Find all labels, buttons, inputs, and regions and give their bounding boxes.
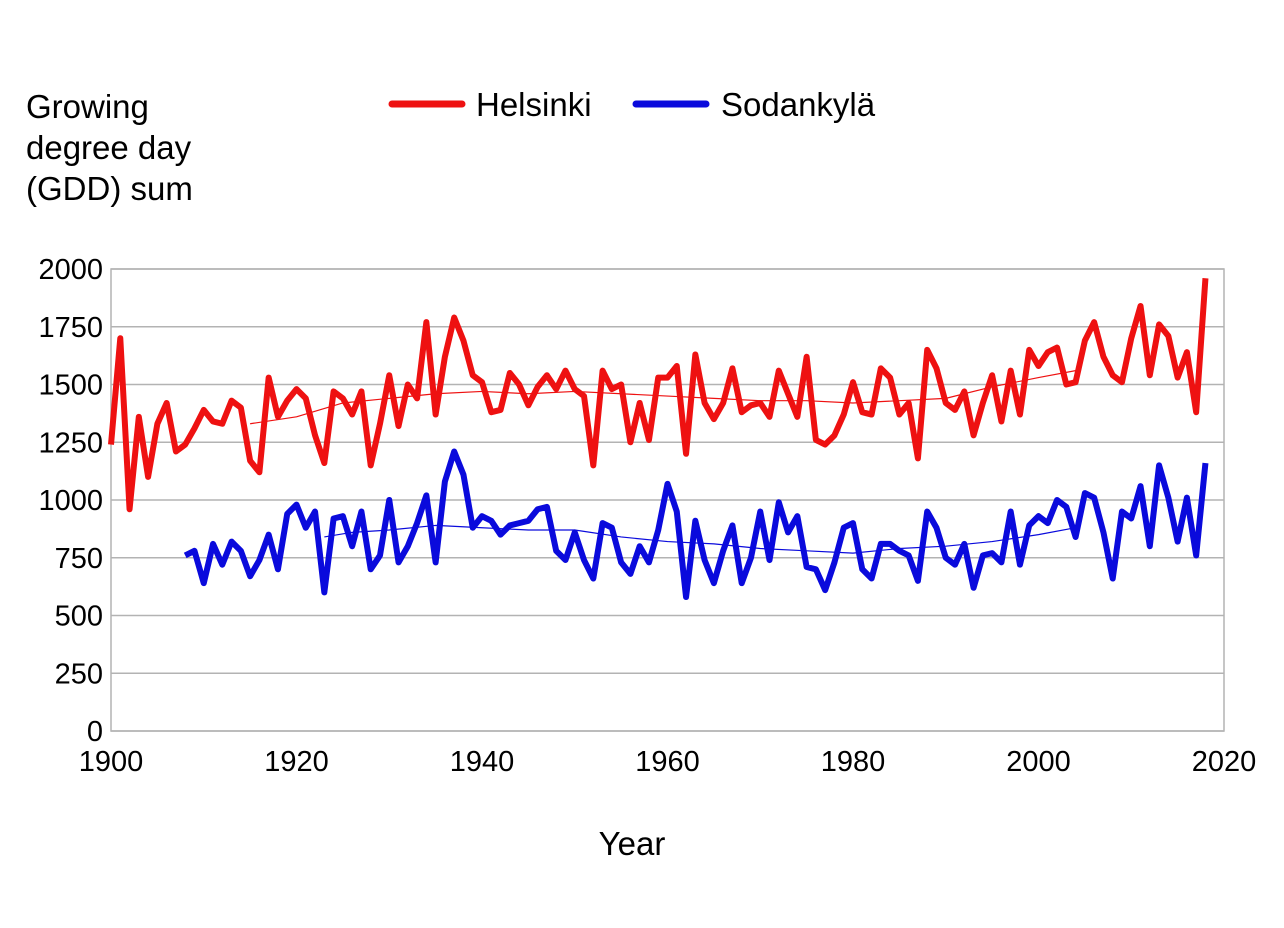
y-tick-label-500: 500 bbox=[55, 601, 103, 633]
x-tick-label-1900: 1900 bbox=[79, 746, 144, 778]
y-tick-label-250: 250 bbox=[55, 658, 103, 690]
y-tick-label-1750: 1750 bbox=[38, 312, 103, 344]
legend-label-sodankyla: Sodankylä bbox=[721, 86, 876, 123]
y-axis-label-line-3: (GDD) sum bbox=[26, 170, 193, 207]
y-tick-label-1250: 1250 bbox=[38, 427, 103, 459]
x-tick-labels: 1900 1920 1940 1960 1980 2000 2020 bbox=[79, 746, 1257, 778]
y-tick-label-750: 750 bbox=[55, 543, 103, 575]
y-axis-label-line-2: degree day bbox=[26, 129, 192, 166]
x-tick-label-2020: 2020 bbox=[1192, 746, 1257, 778]
y-axis-label-line-1: Growing bbox=[26, 88, 149, 125]
y-tick-label-1500: 1500 bbox=[38, 370, 103, 402]
series-line-sodankyla bbox=[183, 448, 1209, 601]
series-layer bbox=[108, 278, 1209, 601]
x-tick-label-1980: 1980 bbox=[821, 746, 886, 778]
plot-frame bbox=[110, 268, 1225, 732]
x-tick-label-1920: 1920 bbox=[264, 746, 329, 778]
y-tick-label-2000: 2000 bbox=[38, 254, 103, 286]
x-tick-label-1940: 1940 bbox=[450, 746, 515, 778]
y-tick-label-0: 0 bbox=[87, 716, 103, 748]
x-axis-title: Year bbox=[599, 825, 666, 862]
legend-label-helsinki: Helsinki bbox=[476, 86, 592, 123]
y-tick-labels: 0 250 500 750 1000 1250 1500 1750 2000 bbox=[38, 254, 103, 748]
x-tick-label-2000: 2000 bbox=[1006, 746, 1071, 778]
legend: Helsinki Sodankylä bbox=[388, 86, 876, 123]
y-axis-label: Growing degree day (GDD) sum bbox=[26, 86, 193, 209]
x-tick-label-1960: 1960 bbox=[635, 746, 700, 778]
y-tick-label-1000: 1000 bbox=[38, 485, 103, 517]
series-line-helsinki bbox=[108, 278, 1209, 513]
